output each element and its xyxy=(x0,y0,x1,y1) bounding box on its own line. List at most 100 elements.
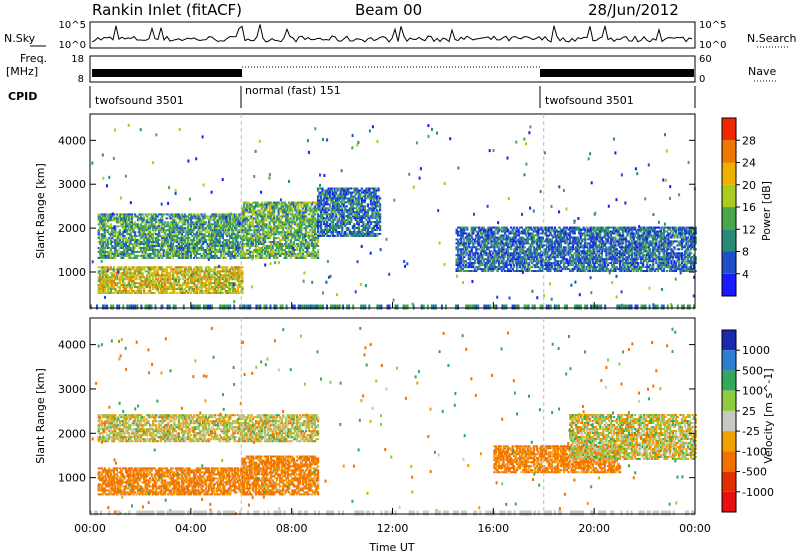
echo-cell xyxy=(463,266,466,269)
echo-cell xyxy=(186,229,190,232)
echo-cell xyxy=(469,266,472,269)
echo-cell xyxy=(283,225,286,228)
echo-cell xyxy=(208,252,211,255)
echo-cell xyxy=(500,254,504,257)
echo-cell xyxy=(248,221,252,224)
echo-cell xyxy=(294,235,297,238)
echo-cell xyxy=(211,233,214,236)
noise-tick-right-bottom: 10^0 xyxy=(699,40,726,51)
echo-cell xyxy=(115,274,118,277)
echo-cell xyxy=(200,270,203,273)
echo-cell xyxy=(168,235,171,238)
echo-cell xyxy=(232,272,235,275)
echo-cell xyxy=(503,232,507,235)
echo-cell xyxy=(250,225,253,228)
echo-cell xyxy=(146,252,149,255)
echo-cell xyxy=(201,241,205,244)
echo-cell xyxy=(159,280,162,283)
echo-cell xyxy=(371,234,374,237)
echo-cell xyxy=(167,274,170,277)
echo-cell xyxy=(360,215,363,218)
echo-cell xyxy=(180,217,184,220)
echo-cell xyxy=(356,221,359,224)
echo-cell xyxy=(316,245,320,247)
echo-cell xyxy=(369,223,373,226)
echo-cell xyxy=(362,223,365,226)
echo-cell xyxy=(338,207,341,210)
echo-cell xyxy=(374,215,377,218)
echo-cell xyxy=(256,254,259,257)
echo-cell xyxy=(124,249,128,251)
echo-cell xyxy=(173,252,176,255)
echo-cell xyxy=(236,249,239,251)
echo-cell xyxy=(458,234,461,237)
echo-cell xyxy=(121,219,125,222)
echo-cell xyxy=(326,223,329,226)
echo-cell xyxy=(227,233,230,236)
echo-cell xyxy=(316,256,320,259)
echo-cell xyxy=(247,245,250,247)
echo-cell xyxy=(182,290,185,292)
echo-cell xyxy=(161,276,164,279)
echo-cell xyxy=(236,286,239,289)
echo-cell xyxy=(335,213,338,216)
echo-cell xyxy=(195,239,199,242)
echo-cell xyxy=(353,232,356,235)
echo-cell xyxy=(244,207,247,210)
echo-cell xyxy=(152,227,155,230)
echo-cell xyxy=(295,201,298,204)
echo-cell xyxy=(152,256,155,259)
echo-cell xyxy=(238,229,241,232)
echo-cell xyxy=(260,249,264,251)
echo-cell xyxy=(374,203,377,206)
echo-cell xyxy=(273,209,276,212)
echo-cell xyxy=(478,230,481,233)
echo-cell xyxy=(461,242,464,245)
echo-cell xyxy=(126,213,129,216)
echo-cell xyxy=(206,288,209,290)
echo-cell xyxy=(127,282,131,285)
echo-cell xyxy=(295,225,298,228)
echo-cell xyxy=(274,237,277,240)
echo-cell xyxy=(174,249,177,251)
echo-cell xyxy=(155,217,158,220)
echo-cell xyxy=(161,254,164,257)
echo-cell xyxy=(215,249,218,251)
echo-cell xyxy=(108,252,111,255)
echo-cell xyxy=(298,250,301,253)
echo-cell xyxy=(103,229,106,232)
echo-cell xyxy=(117,219,120,222)
echo-cell xyxy=(232,233,235,236)
echo-cell xyxy=(106,278,109,281)
echo-cell xyxy=(283,249,286,251)
echo-cell xyxy=(502,228,505,231)
echo-cell xyxy=(232,225,235,228)
echo-cell xyxy=(241,266,244,269)
echo-cell xyxy=(105,284,108,287)
echo-cell xyxy=(171,278,174,281)
echo-cell xyxy=(132,247,135,249)
echo-cell xyxy=(180,225,184,228)
echo-cell xyxy=(139,233,143,236)
echo-cell xyxy=(232,245,235,247)
echo-cell xyxy=(312,252,315,255)
echo-cell xyxy=(158,227,161,230)
echo-cell xyxy=(315,223,318,226)
echo-cell xyxy=(112,213,115,216)
echo-cell xyxy=(236,243,239,245)
echo-cell xyxy=(363,229,367,231)
echo-cell xyxy=(158,250,161,253)
echo-cell xyxy=(174,282,177,285)
echo-cell xyxy=(102,254,105,257)
echo-cell xyxy=(306,227,309,230)
echo-cell xyxy=(226,241,229,244)
echo-cell xyxy=(247,211,250,214)
echo-cell xyxy=(472,258,475,261)
echo-cell xyxy=(159,213,162,216)
echo-cell xyxy=(142,245,146,247)
echo-cell xyxy=(342,232,345,235)
echo-cell xyxy=(342,197,345,200)
echo-cell xyxy=(227,223,230,226)
echo-cell xyxy=(220,215,223,218)
echo-cell xyxy=(470,256,473,259)
